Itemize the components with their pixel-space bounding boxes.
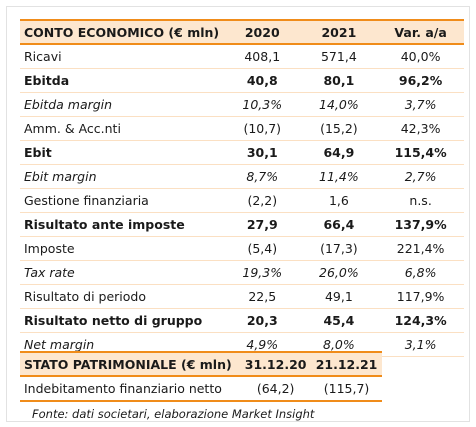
table-row: Ebitda 40,8 80,1 96,2% xyxy=(20,68,464,93)
income-row-2020: 30,1 xyxy=(223,140,301,165)
income-row-2020: 408,1 xyxy=(223,44,301,69)
income-row-var: 124,3% xyxy=(377,308,464,333)
income-row-var: n.s. xyxy=(377,188,464,213)
income-row-label: Ricavi xyxy=(20,44,224,69)
income-row-label: Tax rate xyxy=(20,260,224,285)
income-row-label: Ebit margin xyxy=(20,164,224,189)
income-row-2021: 1,6 xyxy=(300,188,378,213)
income-row-2020: 27,9 xyxy=(223,212,301,237)
balance-header-2021: 21.12.21 xyxy=(311,351,382,377)
income-row-var: 137,9% xyxy=(377,212,464,237)
income-row-label: Risultato netto di gruppo xyxy=(20,308,224,333)
income-row-label: Amm. & Acc.nti xyxy=(20,116,224,141)
income-row-var: 115,4% xyxy=(377,140,464,165)
income-row-2020: 22,5 xyxy=(223,284,301,309)
income-header-var: Var. a/a xyxy=(377,19,464,45)
table-row: Amm. & Acc.nti (10,7) (15,2) 42,3% xyxy=(20,116,464,141)
balance-header-2020: 31.12.20 xyxy=(240,351,312,377)
income-row-2021: 49,1 xyxy=(300,284,378,309)
balance-header-row: STATO PATRIMONIALE (€ mln) 31.12.20 21.1… xyxy=(20,351,382,377)
income-row-label: Ebit xyxy=(20,140,224,165)
table-row: Gestione finanziaria (2,2) 1,6 n.s. xyxy=(20,188,464,213)
table-row: Risultato netto di gruppo 20,3 45,4 124,3% xyxy=(20,308,464,333)
income-row-2021: 571,4 xyxy=(300,44,378,69)
table-row: Risultato ante imposte 27,9 66,4 137,9% xyxy=(20,212,464,237)
income-row-2021: 45,4 xyxy=(300,308,378,333)
income-row-var: 3,1% xyxy=(377,332,464,357)
balance-row-2021: (115,7) xyxy=(311,376,382,402)
income-row-2020: 10,3% xyxy=(223,92,301,117)
income-row-2020: 20,3 xyxy=(223,308,301,333)
balance-table-body: Indebitamento finanziario netto (64,2) (11… xyxy=(20,376,382,402)
table-row: Tax rate 19,3% 26,0% 6,8% xyxy=(20,260,464,285)
income-row-2020: 8,7% xyxy=(223,164,301,189)
income-row-label: Risultato ante imposte xyxy=(20,212,224,237)
income-row-var: 6,8% xyxy=(377,260,464,285)
income-row-label: Risultato di periodo xyxy=(20,284,224,309)
table-row: Ricavi 408,1 571,4 40,0% xyxy=(20,44,464,69)
source-note: Fonte: dati societari, elaborazione Mark… xyxy=(32,407,315,421)
table-row: Indebitamento finanziario netto (64,2) (11… xyxy=(20,376,382,402)
table-row: Imposte (5,4) (17,3) 221,4% xyxy=(20,236,464,261)
income-row-2021: (17,3) xyxy=(300,236,378,261)
income-row-label: Ebitda xyxy=(20,68,224,93)
income-row-var: 3,7% xyxy=(377,92,464,117)
income-row-2020: 19,3% xyxy=(223,260,301,285)
income-row-2021: (15,2) xyxy=(300,116,378,141)
table-row: Ebitda margin 10,3% 14,0% 3,7% xyxy=(20,92,464,117)
income-header-2020: 2020 xyxy=(223,19,301,45)
income-header-2021: 2021 xyxy=(300,19,378,45)
income-row-var: 42,3% xyxy=(377,116,464,141)
income-header-label: CONTO ECONOMICO (€ mln) xyxy=(20,19,224,45)
income-row-var: 40,0% xyxy=(377,44,464,69)
income-row-var: 117,9% xyxy=(377,284,464,309)
income-row-2020: (2,2) xyxy=(223,188,301,213)
income-row-var: 2,7% xyxy=(377,164,464,189)
income-row-2021: 11,4% xyxy=(300,164,378,189)
balance-row-2020: (64,2) xyxy=(240,376,312,402)
income-row-2020: (5,4) xyxy=(223,236,301,261)
income-row-var: 221,4% xyxy=(377,236,464,261)
income-row-label: Ebitda margin xyxy=(20,92,224,117)
table-row: Risultato di periodo 22,5 49,1 117,9% xyxy=(20,284,464,309)
income-row-var: 96,2% xyxy=(377,68,464,93)
balance-row-label: Indebitamento finanziario netto xyxy=(20,376,241,402)
balance-sheet-table: STATO PATRIMONIALE (€ mln) 31.12.20 21.1… xyxy=(20,351,382,402)
balance-header-label: STATO PATRIMONIALE (€ mln) xyxy=(20,351,241,377)
income-row-2021: 14,0% xyxy=(300,92,378,117)
income-row-label: Gestione finanziaria xyxy=(20,188,224,213)
income-row-label: Imposte xyxy=(20,236,224,261)
income-row-2020: (10,7) xyxy=(223,116,301,141)
income-row-2021: 64,9 xyxy=(300,140,378,165)
income-row-2021: 80,1 xyxy=(300,68,378,93)
income-row-2020: 40,8 xyxy=(223,68,301,93)
income-header-row: CONTO ECONOMICO (€ mln) 2020 2021 Var. a… xyxy=(20,19,464,45)
income-statement-table: CONTO ECONOMICO (€ mln) 2020 2021 Var. a… xyxy=(20,19,464,357)
table-row: Ebit margin 8,7% 11,4% 2,7% xyxy=(20,164,464,189)
table-row: Ebit 30,1 64,9 115,4% xyxy=(20,140,464,165)
income-row-2021: 26,0% xyxy=(300,260,378,285)
income-table-body: Ricavi 408,1 571,4 40,0% Ebitda 40,8 80,1 96,2%… xyxy=(20,44,464,357)
income-row-2021: 66,4 xyxy=(300,212,378,237)
